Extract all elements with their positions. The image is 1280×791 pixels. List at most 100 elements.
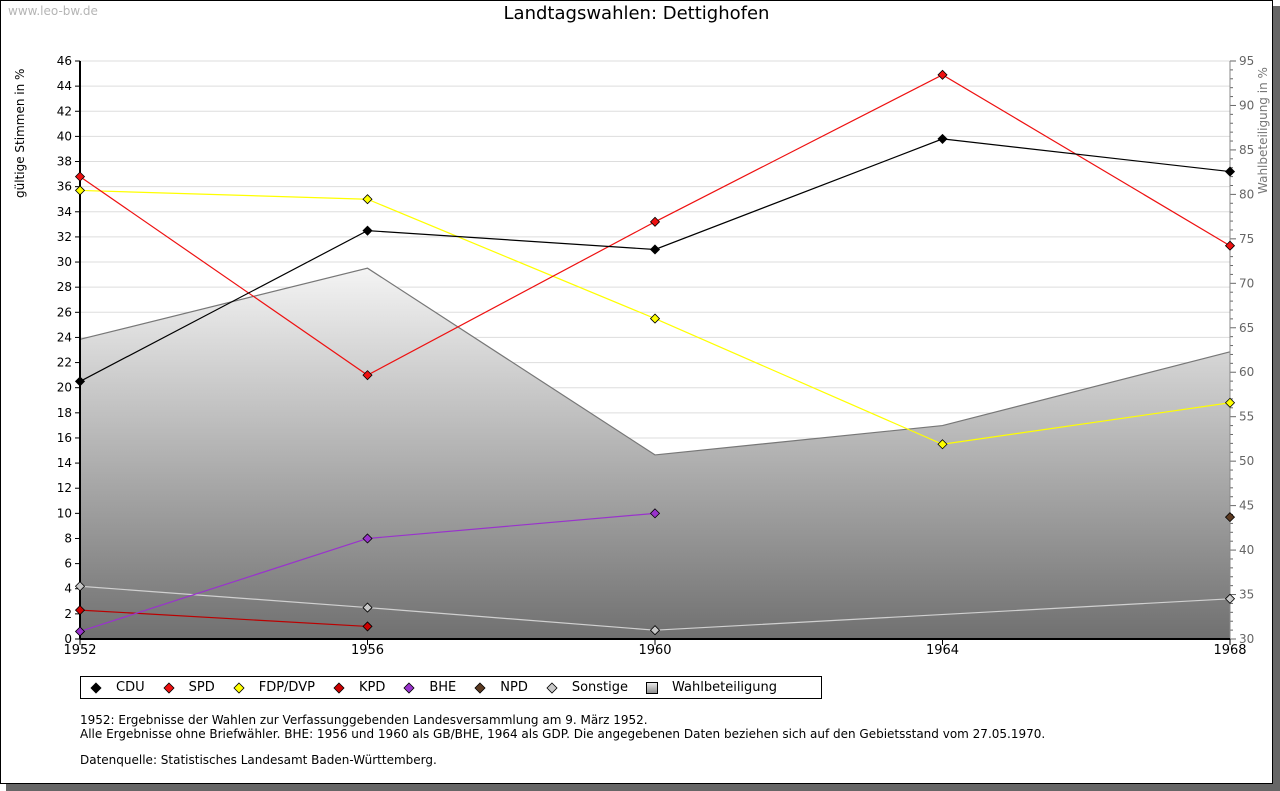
frame-shadow-bottom <box>6 784 1280 791</box>
watermark: www.leo-bw.de <box>8 4 98 18</box>
point-kpd <box>362 621 373 632</box>
x-tick-label: 1968 <box>1213 643 1246 658</box>
y-tick-label-left: 18 <box>57 406 72 420</box>
legend-item-wahlbeteiligung: Wahlbeteiligung <box>646 680 777 695</box>
legend-label: Wahlbeteiligung <box>672 680 778 695</box>
legend-diamond-icon <box>546 681 558 694</box>
footnote-source: Datenquelle: Statistisches Landesamt Bad… <box>80 753 437 767</box>
legend-item-fdp-dvp: FDP/DVP <box>233 680 315 695</box>
y-tick-label-right: 55 <box>1239 410 1254 424</box>
y-tick-label-right: 65 <box>1239 321 1254 335</box>
y-tick-label-left: 32 <box>57 230 72 244</box>
y-tick-label-left: 16 <box>57 431 72 445</box>
y-tick-label-left: 26 <box>57 305 72 319</box>
y-tick-label-left: 38 <box>57 155 72 169</box>
legend-diamond-icon <box>403 681 415 694</box>
footnote-briefwaehler: Alle Ergebnisse ohne Briefwähler. BHE: 1… <box>80 727 1046 741</box>
y-tick-label-left: 40 <box>57 129 72 143</box>
point-fdp-dvp <box>1224 397 1236 408</box>
point-spd <box>937 69 948 80</box>
legend-diamond-icon <box>333 681 345 694</box>
point-bhe <box>362 533 373 544</box>
point-spd <box>649 216 661 227</box>
chart-title: Landtagswahlen: Dettighofen <box>503 3 770 24</box>
y-tick-label-left: 44 <box>57 79 72 93</box>
legend-item-sonstige: Sonstige <box>546 680 628 695</box>
x-tick-label: 1956 <box>351 643 384 658</box>
legend-label: CDU <box>116 680 145 695</box>
legend-label: BHE <box>429 680 457 695</box>
y-tick-label-left: 36 <box>57 180 72 194</box>
y-tick-label-left: 6 <box>64 557 72 571</box>
y-tick-label-right: 85 <box>1239 143 1254 157</box>
y-tick-label-left: 30 <box>57 255 72 269</box>
y-tick-label-left: 34 <box>57 205 72 219</box>
legend-diamond-icon <box>163 681 175 694</box>
legend-item-cdu: CDU <box>90 680 145 695</box>
x-tick-label: 1960 <box>638 643 671 658</box>
legend-item-kpd: KPD <box>333 680 385 695</box>
y-tick-label-right: 70 <box>1239 276 1254 290</box>
y-tick-label-left: 12 <box>57 481 72 495</box>
legend-item-bhe: BHE <box>403 680 456 695</box>
point-spd <box>1224 240 1236 251</box>
y-tick-label-left: 24 <box>57 330 72 344</box>
point-cdu <box>74 376 86 387</box>
y-tick-label-right: 95 <box>1239 54 1254 68</box>
series-line-kpd <box>79 609 368 628</box>
point-bhe <box>649 508 661 519</box>
point-cdu <box>1224 166 1236 177</box>
legend-diamond-icon <box>90 681 102 694</box>
point-cdu <box>649 244 661 255</box>
axes <box>75 60 1236 645</box>
chart-svg: 0246810121416182022242628303234363840424… <box>57 54 1255 658</box>
y-tick-label-left: 14 <box>57 456 72 470</box>
legend: CDU SPD FDP/DVP KPD BHE NPD Sonstige Wahlbeteil… <box>80 676 822 699</box>
point-fdp-dvp <box>649 313 661 324</box>
legend-label: FDP/DVP <box>258 680 315 695</box>
point-cdu <box>937 133 948 144</box>
y-tick-label-left: 28 <box>57 280 72 294</box>
y-tick-label-left: 8 <box>64 531 72 545</box>
y-tick-label-right: 45 <box>1239 499 1254 513</box>
legend-diamond-icon <box>233 681 245 694</box>
point-sonstige <box>74 581 86 592</box>
turnout-area <box>80 268 1230 639</box>
x-tick-label: 1952 <box>63 643 96 658</box>
legend-label: NPD <box>500 680 528 695</box>
tick-labels: 0246810121416182022242628303234363840424… <box>57 54 1255 658</box>
point-fdp-dvp <box>74 185 86 196</box>
y-tick-label-left: 22 <box>57 356 72 370</box>
legend-label: KPD <box>358 680 386 695</box>
y-tick-label-left: 10 <box>57 506 72 520</box>
y-tick-label-left: 20 <box>57 381 72 395</box>
y-tick-label-right: 60 <box>1239 365 1254 379</box>
legend-diamond-icon <box>474 681 486 694</box>
y-tick-label-left: 0 <box>64 632 72 646</box>
point-spd <box>362 370 373 381</box>
y-tick-label-left: 2 <box>64 607 72 621</box>
point-sonstige <box>649 625 661 636</box>
series-points <box>74 69 1236 637</box>
point-bhe <box>74 626 86 637</box>
series-line-sonstige <box>79 585 1231 631</box>
y-tick-label-left: 4 <box>64 582 72 596</box>
turnout-line <box>79 267 1231 456</box>
point-npd <box>1224 512 1236 523</box>
legend-item-npd: NPD <box>474 680 528 695</box>
y-tick-label-right: 50 <box>1239 454 1254 468</box>
legend-label: SPD <box>188 680 215 695</box>
point-spd <box>74 171 86 182</box>
point-sonstige <box>1224 593 1236 604</box>
y-tick-label-left: 42 <box>57 104 72 118</box>
y-tick-label-right: 30 <box>1239 632 1254 646</box>
frame-shadow-right <box>1273 6 1280 791</box>
y-tick-label-right: 90 <box>1239 98 1254 112</box>
y-tick-label-right: 35 <box>1239 588 1254 602</box>
turnout-area-layer <box>79 267 1231 639</box>
footnotes: 1952: Ergebnisse der Wahlen zur Verfassu… <box>80 713 1045 767</box>
point-fdp-dvp <box>937 439 948 450</box>
point-sonstige <box>362 602 373 613</box>
y-tick-label-left: 46 <box>57 54 72 68</box>
point-fdp-dvp <box>362 194 373 205</box>
